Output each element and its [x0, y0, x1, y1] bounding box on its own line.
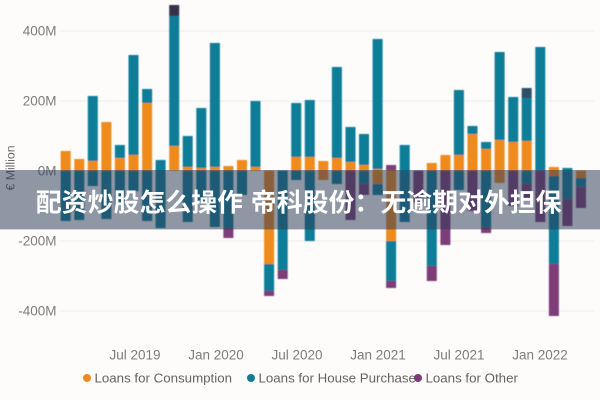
svg-text:Jan 2022: Jan 2022	[512, 348, 568, 363]
svg-text:-400M: -400M	[18, 303, 56, 318]
svg-text:Jan 2020: Jan 2020	[188, 348, 244, 363]
svg-text:Loans for Other: Loans for Other	[426, 370, 519, 385]
svg-text:Jul 2020: Jul 2020	[271, 348, 322, 363]
svg-text:200M: 200M	[23, 93, 57, 108]
svg-text:Jul 2021: Jul 2021	[433, 348, 484, 363]
svg-text:Jul 2019: Jul 2019	[109, 348, 160, 363]
svg-text:Jan 2021: Jan 2021	[350, 348, 406, 363]
svg-text:400M: 400M	[23, 23, 57, 38]
svg-text:Loans for House Purchase: Loans for House Purchase	[259, 370, 416, 385]
svg-text:-200M: -200M	[18, 233, 56, 248]
svg-text:Loans for Consumption: Loans for Consumption	[95, 370, 232, 385]
